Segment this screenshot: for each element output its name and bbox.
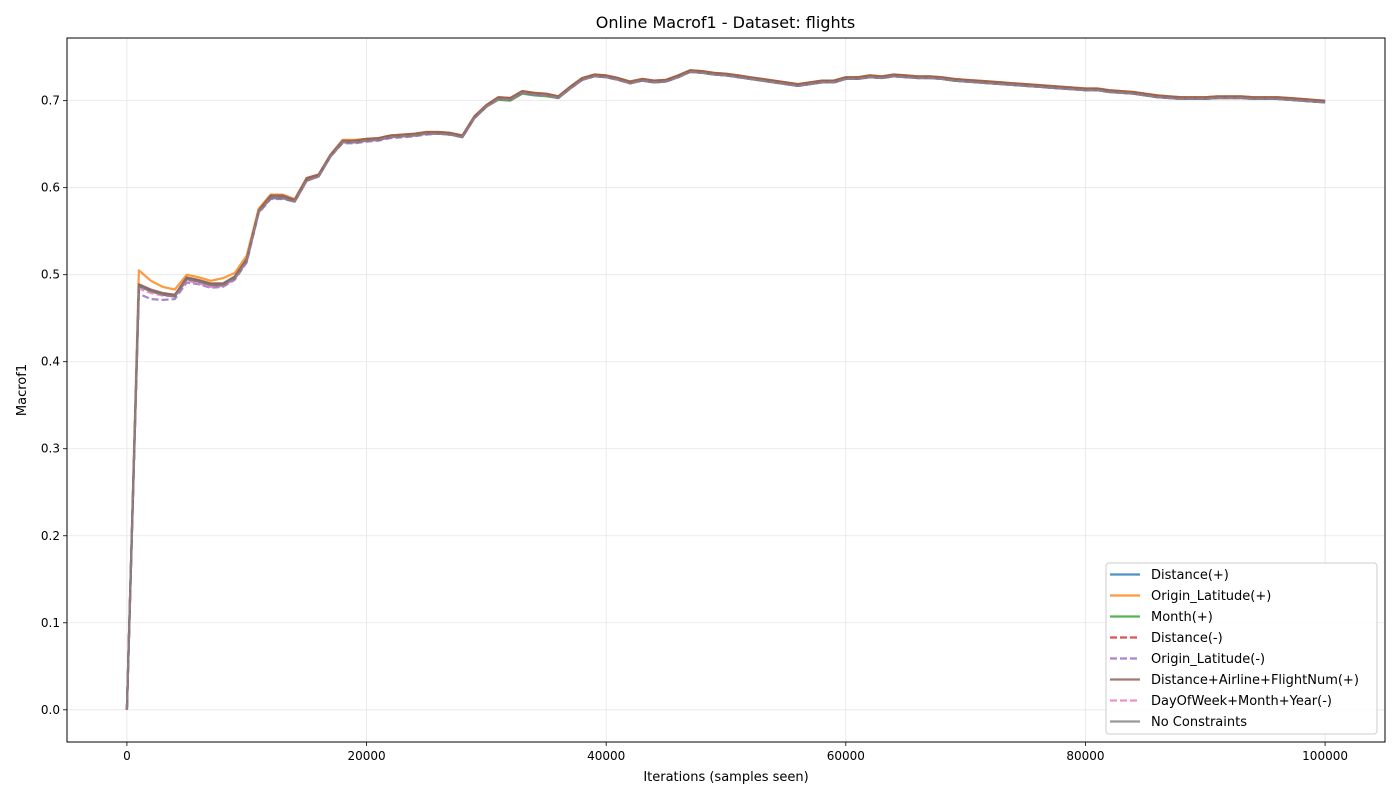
legend-label: DayOfWeek+Month+Year(-) <box>1151 694 1332 709</box>
series-layer <box>125 69 1326 710</box>
x-axis-ticks: 0 20000 40000 60000 80000 100000 <box>123 742 1348 763</box>
legend-label: No Constraints <box>1151 715 1247 730</box>
x-tick-label: 60000 <box>827 749 865 763</box>
legend-label: Distance(+) <box>1151 568 1229 583</box>
x-tick-label: 40000 <box>587 749 625 763</box>
x-tick-label: 20000 <box>347 749 385 763</box>
y-tick-label: 0.1 <box>41 616 60 630</box>
legend: Distance(+) Origin_Latitude(+) Month(+) Dis… <box>1105 562 1378 735</box>
x-tick-label: 100000 <box>1302 749 1348 763</box>
x-tick-label: 0 <box>123 749 131 763</box>
chart-title: Online Macrof1 - Dataset: flights <box>596 13 855 32</box>
plot-area: 0 20000 40000 60000 80000 100000 0.0 0.1 0.2 0.3… <box>41 37 1386 763</box>
x-tick-label: 80000 <box>1066 749 1104 763</box>
x-axis-label: Iterations (samples seen) <box>643 770 808 785</box>
y-tick-label: 0.6 <box>41 181 60 195</box>
legend-box <box>1105 562 1378 735</box>
y-tick-label: 0.4 <box>41 355 60 369</box>
series-line-8 <box>125 70 1326 710</box>
y-axis-label: Macrof1 <box>15 364 30 416</box>
grid-layer <box>67 38 1385 742</box>
legend-label: Month(+) <box>1151 610 1213 625</box>
y-tick-label: 0.7 <box>41 94 60 108</box>
legend-label: Distance+Airline+FlightNum(+) <box>1151 673 1359 688</box>
y-tick-label: 0.0 <box>41 703 60 717</box>
y-tick-label: 0.5 <box>41 268 60 282</box>
y-tick-label: 0.2 <box>41 529 60 543</box>
legend-label: Origin_Latitude(+) <box>1151 589 1271 604</box>
y-tick-label: 0.3 <box>41 442 60 456</box>
legend-label: Origin_Latitude(-) <box>1151 652 1265 667</box>
plot-frame <box>66 37 1386 743</box>
legend-label: Distance(-) <box>1151 631 1223 646</box>
y-axis-ticks: 0.0 0.1 0.2 0.3 0.4 0.5 0.6 0.7 <box>41 94 67 717</box>
